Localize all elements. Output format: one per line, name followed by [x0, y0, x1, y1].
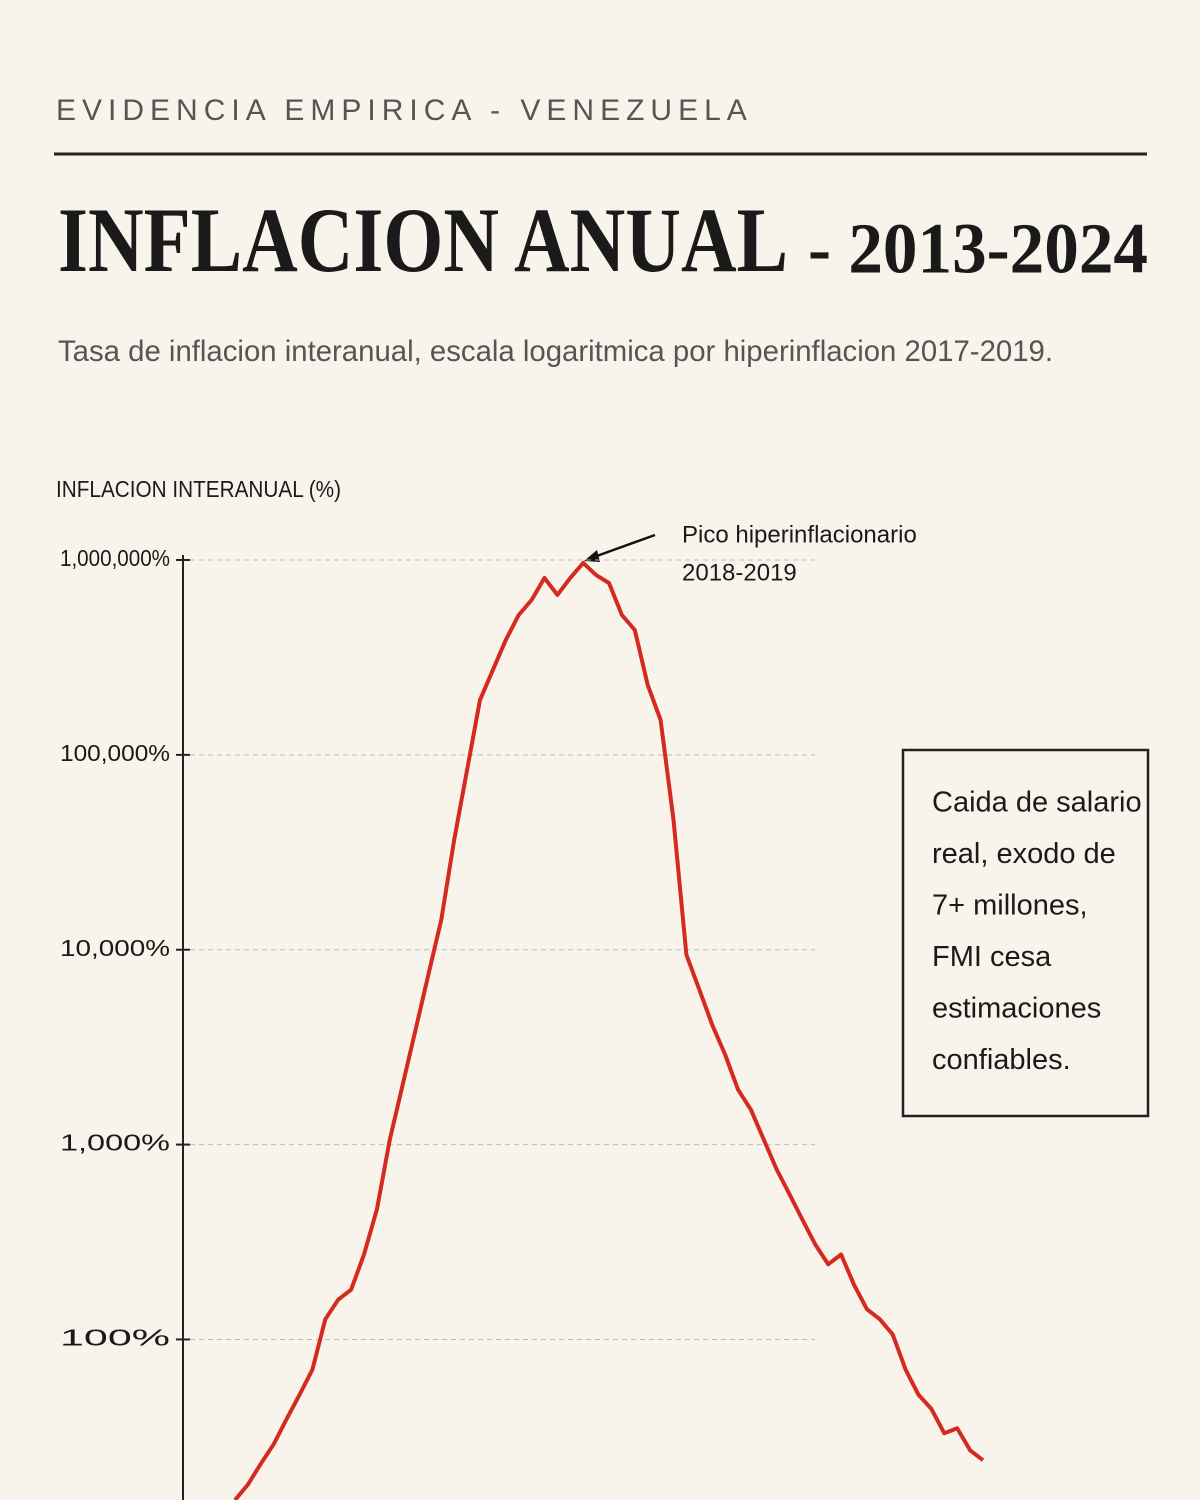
eyebrow: EVIDENCIA EMPIRICA - VENEZUELA	[56, 94, 753, 127]
note-text: confiables.	[932, 1044, 1071, 1076]
peak-annotation: Pico hiperinflacionario	[682, 521, 917, 548]
arrow-head	[584, 550, 600, 562]
subtitle: Tasa de inflacion interanual, escala log…	[58, 335, 1053, 368]
y-tick-label: 1,000,000%	[60, 545, 170, 571]
note-text: FMI cesa	[932, 941, 1052, 973]
y-axis-label: INFLACION INTERANUAL (%)	[56, 476, 341, 502]
arrow-line	[593, 533, 656, 559]
y-tick-label: 1,000%	[60, 1130, 170, 1156]
data-line	[233, 560, 985, 1500]
peak-annotation: 2018-2019	[682, 559, 797, 586]
note-text: real, exodo de	[932, 838, 1116, 870]
y-tick-label: 10,000%	[60, 935, 170, 961]
y-tick-label: 100%	[60, 1325, 170, 1351]
y-tick-label: 100,000%	[60, 740, 170, 766]
note-text: estimaciones	[932, 993, 1101, 1025]
note-text: Caida de salario	[932, 787, 1142, 819]
chart-title: INFLACION ANUAL	[58, 189, 788, 291]
note-text: 7+ millones,	[932, 890, 1088, 922]
note-box	[901, 748, 1150, 1118]
title-years: - 2013-2024	[808, 209, 1148, 289]
